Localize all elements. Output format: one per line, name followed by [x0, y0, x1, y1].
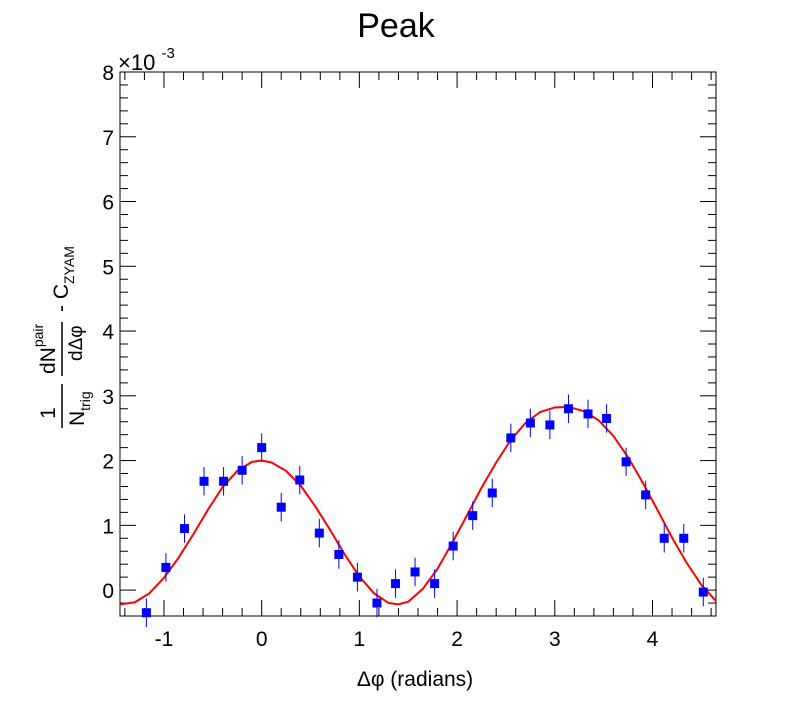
y-label-n: Ntrig: [66, 391, 93, 426]
y-tick-label: 4: [102, 321, 114, 344]
data-point: [602, 404, 612, 433]
data-point: [468, 501, 478, 530]
point-marker: [314, 528, 324, 538]
y-tick-label: 8: [102, 62, 114, 85]
data-point: [506, 423, 516, 453]
data-point: [276, 492, 286, 522]
point-marker: [257, 443, 267, 453]
point-marker: [199, 476, 209, 486]
point-marker: [602, 413, 612, 423]
y-axis-label: 1 Ntrig dNpair dΔφ - CZYAM: [30, 246, 93, 428]
x-tick-label: -1: [155, 628, 174, 651]
point-marker: [391, 579, 401, 589]
point-marker: [410, 567, 420, 577]
y-exponent-label: ×10 -3: [118, 45, 175, 75]
data-point: [563, 394, 573, 424]
y-label-n-sub: trig: [77, 391, 93, 410]
fit-curve-layer: [119, 405, 717, 606]
data-point: [698, 577, 708, 607]
point-marker: [295, 475, 305, 485]
point-marker: [583, 409, 593, 419]
point-marker: [141, 608, 151, 618]
y-tick-label: 2: [102, 451, 114, 474]
point-marker: [372, 598, 382, 608]
data-point: [430, 569, 440, 598]
fit-curve: [119, 405, 717, 606]
data-point: [372, 588, 382, 618]
chart-title: Peak: [357, 7, 435, 45]
data-point: [487, 478, 497, 508]
data-point: [352, 562, 362, 592]
point-marker: [487, 488, 497, 498]
y-tick-label: 3: [102, 386, 114, 409]
y-tick-label: 1: [102, 515, 114, 538]
data-point: [199, 467, 209, 496]
y-label-prefix: 1: [37, 407, 60, 419]
data-point: [314, 518, 324, 548]
y-label-suffix-sub: ZYAM: [61, 246, 77, 284]
point-marker: [276, 502, 286, 512]
point-marker: [698, 587, 708, 597]
data-point: [410, 557, 420, 587]
data-point: [334, 540, 344, 569]
y-label-dn-main: dN: [37, 347, 60, 374]
x-tick-label: 4: [647, 628, 659, 651]
y-exponent-power: -3: [161, 45, 174, 62]
data-point: [641, 480, 651, 510]
x-tick-label: 1: [354, 628, 366, 651]
point-marker: [659, 533, 669, 543]
data-point: [161, 553, 171, 582]
y-tick-label: 0: [102, 580, 114, 603]
data-point: [257, 433, 267, 462]
y-label-dn: dNpair: [30, 323, 60, 374]
point-marker: [219, 476, 229, 486]
x-tick-label: 3: [549, 628, 561, 651]
data-point: [525, 408, 535, 438]
y-label-suffix: - CZYAM: [50, 246, 77, 312]
y-tick-label: 7: [102, 127, 114, 150]
y-label-suffix-main: - C: [50, 284, 73, 312]
y-exponent-base: ×10: [118, 50, 155, 75]
point-marker: [352, 572, 362, 582]
data-point: [295, 465, 305, 495]
point-marker: [545, 420, 555, 430]
y-tick-label: 6: [102, 192, 114, 215]
point-marker: [679, 533, 689, 543]
axis-tick-labels: -1 0 1 2 3 4 0 1 2 3 4 5 6 7 8: [102, 62, 658, 651]
point-marker: [430, 579, 440, 589]
point-marker: [641, 490, 651, 500]
data-point: [659, 524, 669, 553]
point-marker: [525, 418, 535, 428]
y-tick-label: 5: [102, 256, 114, 279]
point-marker: [468, 511, 478, 521]
point-marker: [448, 541, 458, 551]
point-marker: [161, 562, 171, 572]
data-point: [545, 410, 555, 440]
data-point: [141, 598, 151, 628]
point-marker: [621, 457, 631, 467]
x-tick-label: 0: [256, 628, 268, 651]
data-points-layer: [141, 394, 708, 628]
axis-ticks: [120, 71, 716, 617]
data-point: [448, 531, 458, 561]
point-marker: [506, 433, 516, 443]
data-point: [391, 569, 401, 598]
data-point: [219, 467, 229, 496]
point-marker: [237, 465, 247, 475]
point-marker: [563, 404, 573, 414]
y-label-dn-sup: pair: [30, 323, 46, 347]
point-marker: [334, 549, 344, 559]
y-label-denominator: dΔφ: [66, 325, 87, 361]
data-point: [621, 447, 631, 477]
point-marker: [179, 524, 189, 534]
x-tick-label: 2: [451, 628, 463, 651]
y-label-n-main: N: [66, 411, 89, 426]
data-point: [583, 399, 593, 429]
data-point: [179, 514, 189, 543]
data-point: [679, 524, 689, 553]
data-point: [237, 456, 247, 485]
x-axis-label: Δφ (radians): [357, 668, 473, 691]
